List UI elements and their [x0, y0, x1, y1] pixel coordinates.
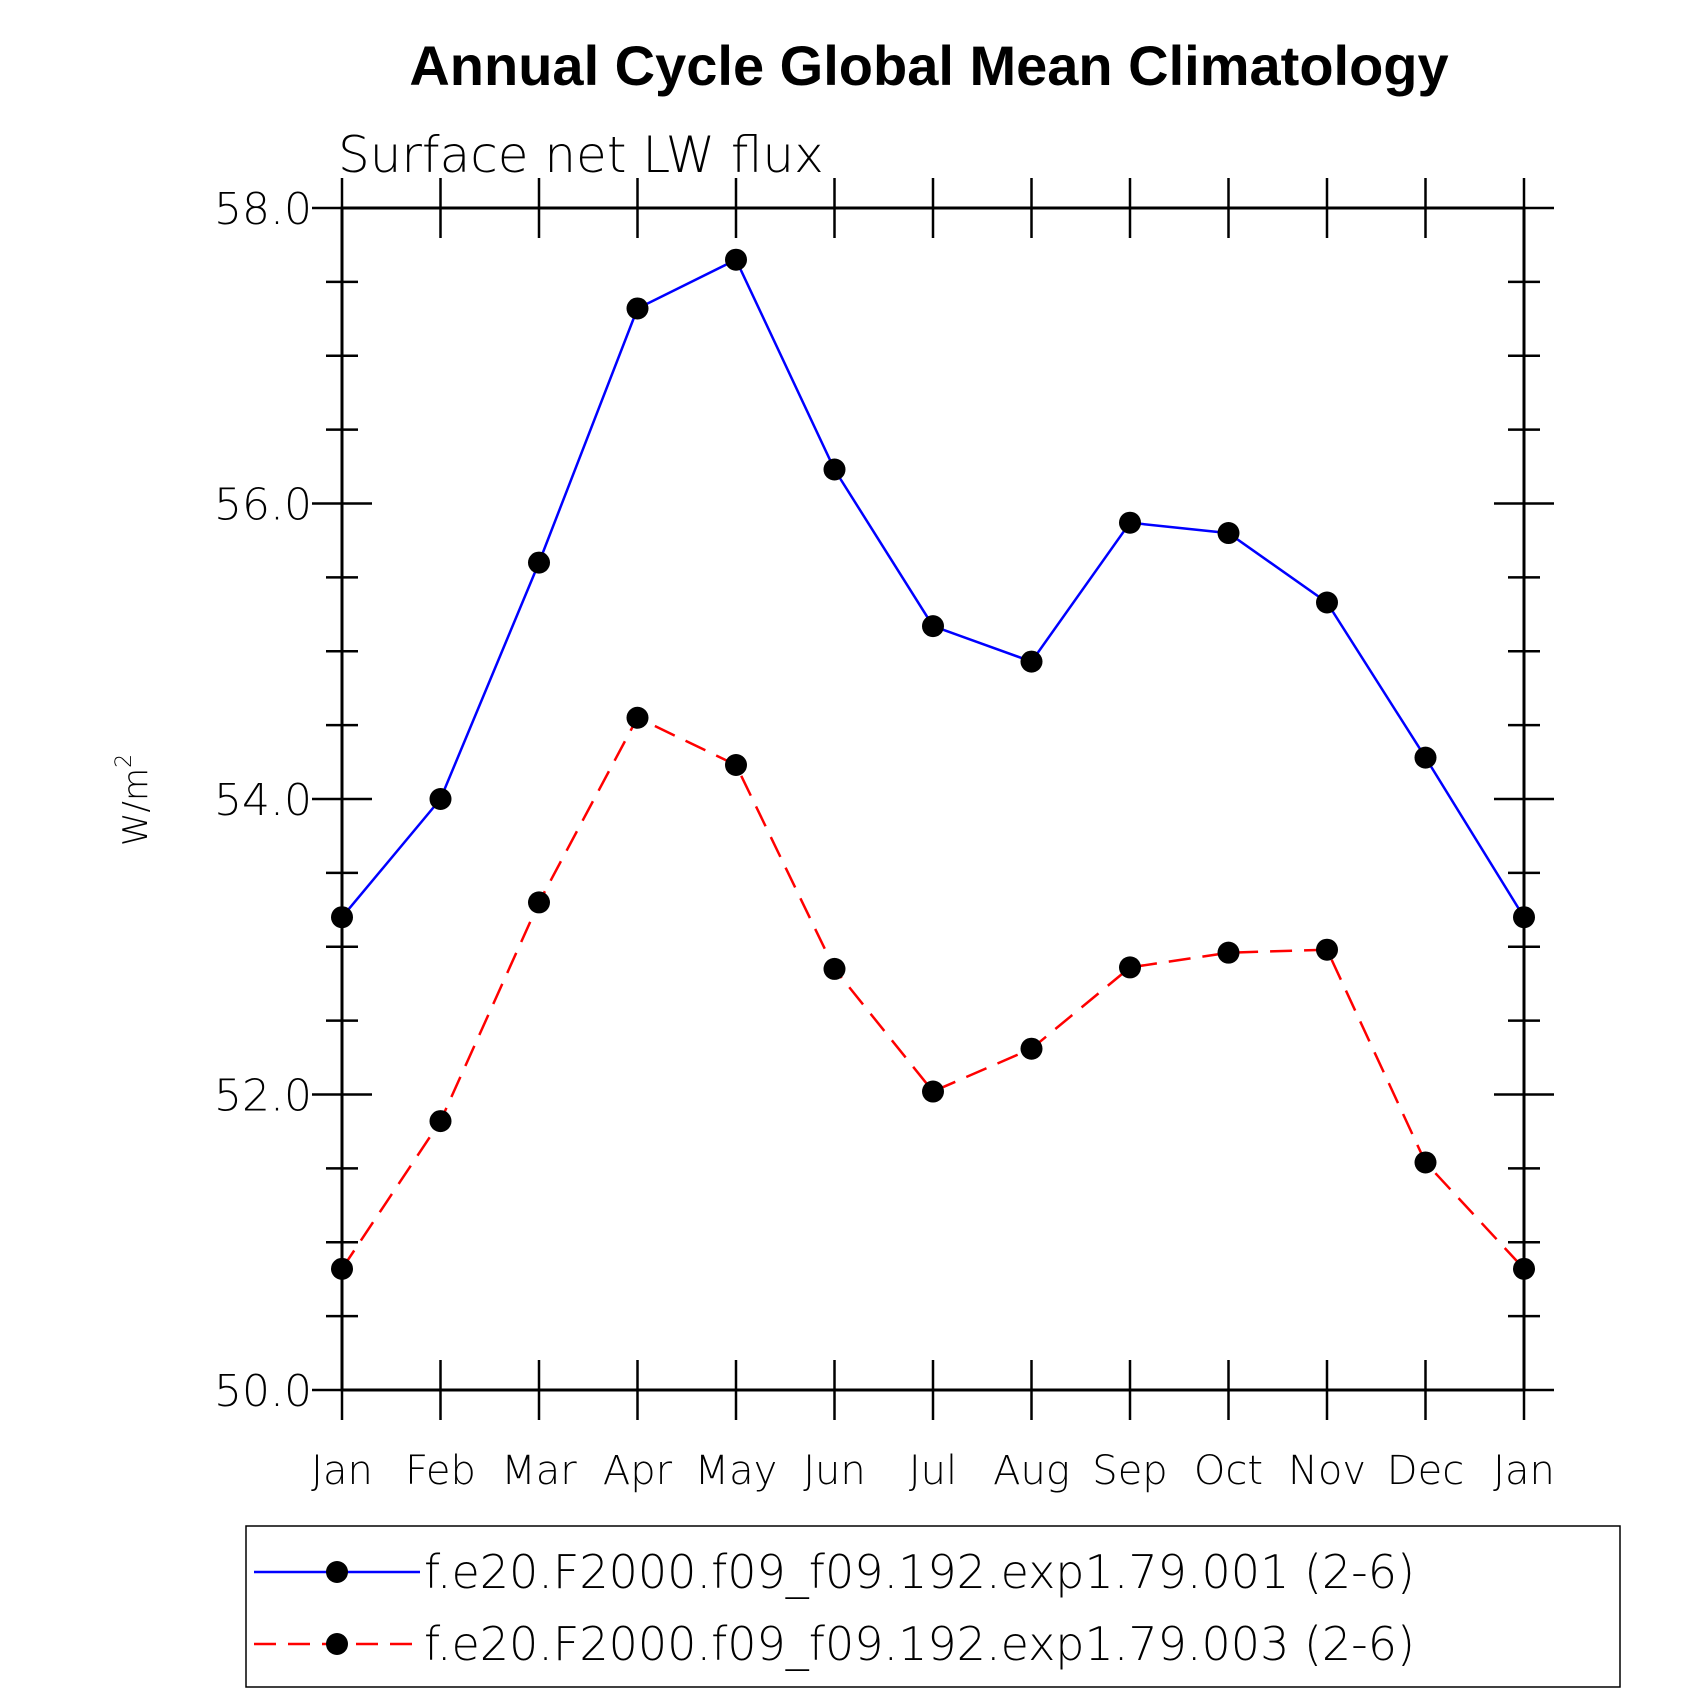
- legend-box: [245, 1525, 1621, 1688]
- data-point-series-1: [429, 788, 452, 810]
- data-point-series-2: [1316, 938, 1338, 961]
- legend-marker-series-1: [326, 1561, 348, 1583]
- data-point-series-2: [1414, 1151, 1437, 1174]
- data-point-series-2: [1119, 956, 1141, 979]
- y-tick-label: 54.0: [214, 775, 312, 826]
- y-axis-label-superscript: 2: [112, 754, 137, 768]
- y-tick-label: 58.0: [214, 184, 312, 235]
- data-point-series-2: [429, 1110, 452, 1133]
- x-tick-label: Mar: [501, 1448, 577, 1494]
- series-line-2: [340, 716, 1525, 1270]
- y-tick-label: 52.0: [214, 1071, 312, 1122]
- chart-subtitle: Surface net LW flux: [338, 126, 824, 184]
- data-point-series-1: [1414, 746, 1437, 769]
- data-point-series-1: [528, 551, 550, 574]
- chart-title: Annual Cycle Global Mean Climatology: [409, 34, 1448, 97]
- x-tick-label: Sep: [1092, 1448, 1167, 1494]
- data-point-series-2: [1020, 1037, 1043, 1060]
- data-point-series-1: [823, 458, 846, 481]
- x-tick-label: Apr: [603, 1448, 673, 1494]
- data-point-series-2: [1217, 941, 1240, 964]
- legend-label-series-2: f.e20.F2000.f09_f09.192.exp1.79.003 (2-6…: [424, 1617, 1415, 1671]
- x-tick-label: Dec: [1387, 1448, 1464, 1494]
- legend: f.e20.F2000.f09_f09.192.exp1.79.001 (2-6…: [245, 1525, 1621, 1688]
- x-tick-label: Jun: [803, 1448, 866, 1494]
- data-point-series-1: [725, 248, 747, 271]
- y-tick-label: 50.0: [214, 1366, 312, 1417]
- axis-ticks: [312, 178, 1554, 1420]
- data-point-series-1: [626, 297, 649, 320]
- data-point-series-2: [331, 1257, 353, 1280]
- x-tick-label: Jan: [1493, 1448, 1555, 1494]
- data-point-series-1: [1316, 591, 1338, 614]
- data-point-series-2: [922, 1080, 944, 1103]
- x-tick-label: Feb: [405, 1448, 476, 1494]
- legend-marker-series-2: [326, 1633, 348, 1655]
- plot-frame: [340, 206, 1526, 1392]
- series-line-1: [341, 258, 1526, 919]
- data-point-series-2: [823, 957, 846, 980]
- y-axis-label: W/m2: [112, 754, 156, 846]
- x-tick-labels: Jan Feb Mar Apr May Jun Jul Aug Sep Oct Nov Dec Jan: [311, 1448, 1555, 1494]
- data-point-series-2: [528, 891, 550, 914]
- data-point-series-2: [626, 706, 649, 729]
- data-point-series-1: [922, 615, 944, 638]
- x-tick-label: Nov: [1288, 1448, 1366, 1494]
- y-tick-label: 56.0: [214, 480, 312, 531]
- y-axis-label-text: W/m: [116, 768, 156, 846]
- data-point-series-1: [1119, 511, 1141, 534]
- x-tick-label: Jul: [909, 1448, 957, 1494]
- y-tick-labels: 50.0 52.0 54.0 56.0 58.0: [214, 184, 312, 1417]
- data-point-series-1: [1513, 906, 1535, 929]
- series-group: [331, 248, 1535, 1280]
- data-point-series-2: [1513, 1257, 1535, 1280]
- x-tick-label: Aug: [993, 1448, 1070, 1494]
- legend-label-series-1: f.e20.F2000.f09_f09.192.exp1.79.001 (2-6…: [424, 1545, 1415, 1599]
- x-tick-label: Oct: [1194, 1448, 1263, 1494]
- data-point-series-1: [1020, 650, 1043, 673]
- data-point-series-2: [725, 754, 747, 777]
- data-point-series-1: [1217, 522, 1240, 545]
- x-tick-label: Jan: [311, 1448, 373, 1494]
- data-point-series-1: [331, 906, 353, 929]
- x-tick-label: May: [695, 1448, 778, 1494]
